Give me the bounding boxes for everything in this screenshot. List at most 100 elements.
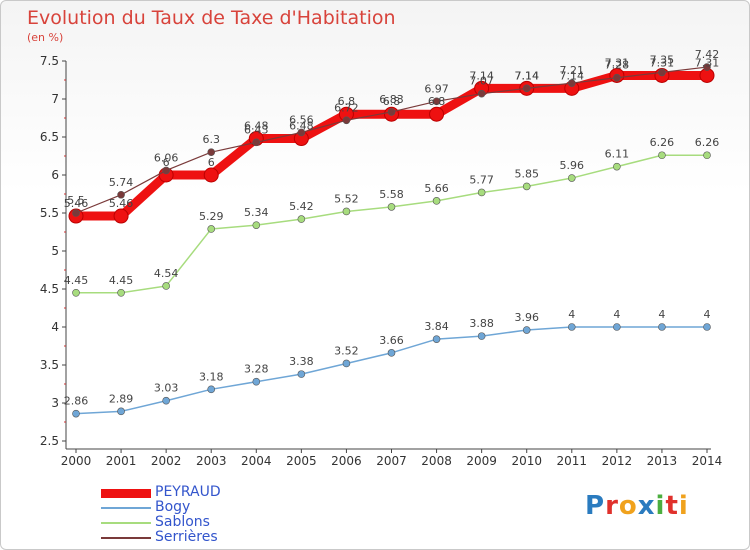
data-point-serrires — [613, 73, 621, 82]
data-label-peyraud: 6.48 — [244, 120, 269, 133]
y-tick-label: 6 — [51, 168, 59, 182]
data-label-serrires: 7.35 — [650, 53, 675, 66]
data-point-sablons — [567, 174, 576, 182]
data-label-sablons: 5.96 — [560, 159, 585, 172]
logo-letter: o — [618, 491, 638, 521]
data-label-bogy: 3.38 — [289, 355, 314, 368]
data-label-peyraud: 7.14 — [469, 69, 494, 82]
data-label-serrires: 6.06 — [154, 151, 179, 164]
data-point-bogy — [432, 335, 441, 343]
data-label-serrires: 6.97 — [424, 82, 449, 95]
x-tick-label: 2013 — [647, 454, 678, 468]
data-point-serrires — [252, 138, 261, 147]
data-label-bogy: 3.88 — [469, 317, 494, 330]
data-label-sablons: 5.77 — [469, 173, 494, 186]
data-label-serrires: 6.3 — [202, 133, 220, 146]
data-point-serrires — [432, 97, 441, 106]
data-label-bogy: 3.96 — [514, 311, 539, 324]
data-label-peyraud: 5.46 — [109, 197, 134, 210]
legend-swatch-serrires — [101, 537, 151, 539]
data-label-serrires: 5.74 — [109, 176, 134, 189]
data-point-serrires — [567, 79, 576, 87]
logo-letter: P — [585, 491, 606, 521]
data-label-serrires: 7.28 — [605, 59, 630, 72]
data-label-sablons: 5.66 — [424, 182, 449, 195]
data-point-serrires — [207, 148, 216, 156]
data-label-peyraud: 7.14 — [560, 69, 585, 82]
data-label-sablons: 4.45 — [64, 274, 89, 287]
data-label-bogy: 3.84 — [424, 320, 449, 333]
x-tick-label: 2007 — [376, 454, 407, 468]
x-tick-label: 2008 — [421, 454, 452, 468]
data-label-bogy: 2.89 — [109, 392, 134, 405]
data-label-peyraud: 7.31 — [650, 56, 675, 69]
data-point-sablons — [387, 203, 396, 211]
legend-swatch-sablons — [101, 522, 151, 524]
data-label-peyraud: 7.31 — [605, 56, 630, 69]
logo-letter: i — [678, 491, 689, 521]
data-point-sablons — [432, 197, 441, 205]
data-point-serrires — [477, 89, 486, 98]
y-tick-label: 4.5 — [40, 282, 59, 296]
data-label-sablons: 5.58 — [379, 188, 404, 201]
legend-label-bogy: Bogy — [155, 499, 191, 515]
data-point-sablons — [72, 288, 80, 297]
data-label-peyraud: 6.8 — [428, 95, 446, 108]
data-point-sablons — [207, 225, 216, 233]
data-point-bogy — [162, 396, 170, 405]
data-label-sablons: 5.29 — [199, 210, 224, 223]
logo-letter: t — [665, 491, 679, 521]
legend-label-peyraud: PEYRAUD — [155, 484, 221, 500]
data-point-bogy — [522, 326, 531, 334]
data-label-serrires: 7.42 — [695, 48, 720, 61]
data-label-sablons: 5.52 — [334, 192, 359, 205]
data-label-sablons: 6.26 — [650, 136, 675, 149]
x-tick-label: 2014 — [692, 454, 723, 468]
x-tick-label: 2009 — [466, 454, 497, 468]
data-label-sablons: 5.85 — [514, 167, 539, 180]
data-label-bogy: 4 — [704, 308, 711, 321]
y-tick-label: 7.5 — [40, 54, 59, 68]
data-label-bogy: 3.66 — [379, 334, 404, 347]
data-point-serrires — [117, 190, 125, 199]
logo-letter: r — [605, 491, 619, 521]
data-point-sablons — [117, 288, 125, 297]
y-tick-label: 5.5 — [40, 206, 59, 220]
data-label-peyraud: 7.14 — [514, 69, 539, 82]
y-tick-label: 5 — [51, 244, 59, 258]
data-label-peyraud: 6 — [163, 156, 170, 169]
legend-swatch-peyraud — [101, 489, 151, 498]
x-tick-label: 2005 — [286, 454, 317, 468]
legend-item-peyraud: PEYRAUD — [101, 484, 321, 502]
data-label-serrires: 6.56 — [289, 113, 314, 126]
x-tick-label: 2010 — [511, 454, 542, 468]
data-point-bogy — [703, 323, 711, 331]
proxiti-logo: Proxiti — [585, 491, 689, 521]
data-label-sablons: 5.34 — [244, 206, 269, 219]
data-point-sablons — [613, 162, 621, 171]
x-tick-label: 2011 — [557, 454, 588, 468]
data-label-sablons: 6.26 — [695, 136, 720, 149]
data-point-serrires — [162, 166, 170, 175]
data-point-sablons — [477, 188, 486, 197]
data-point-bogy — [342, 359, 351, 368]
data-point-peyraud — [429, 106, 445, 122]
x-tick-label: 2012 — [602, 454, 633, 468]
data-point-bogy — [567, 323, 576, 331]
data-point-serrires — [72, 209, 80, 217]
chart-subtitle: (en %) — [27, 31, 64, 44]
y-tick-label: 2.5 — [40, 434, 59, 448]
data-label-bogy: 2.86 — [64, 395, 89, 408]
x-tick-label: 2001 — [106, 454, 137, 468]
data-label-serrires: 7.07 — [469, 75, 494, 88]
data-point-peyraud — [203, 167, 219, 183]
x-tick-label: 2003 — [196, 454, 227, 468]
data-label-serrires: 6.83 — [379, 93, 404, 106]
chart-title: Evolution du Taux de Taxe d'Habitation — [27, 7, 396, 29]
data-label-sablons: 5.42 — [289, 200, 314, 213]
data-point-serrires — [342, 116, 351, 125]
data-label-sablons: 4.54 — [154, 267, 179, 280]
data-point-serrires — [522, 84, 531, 93]
